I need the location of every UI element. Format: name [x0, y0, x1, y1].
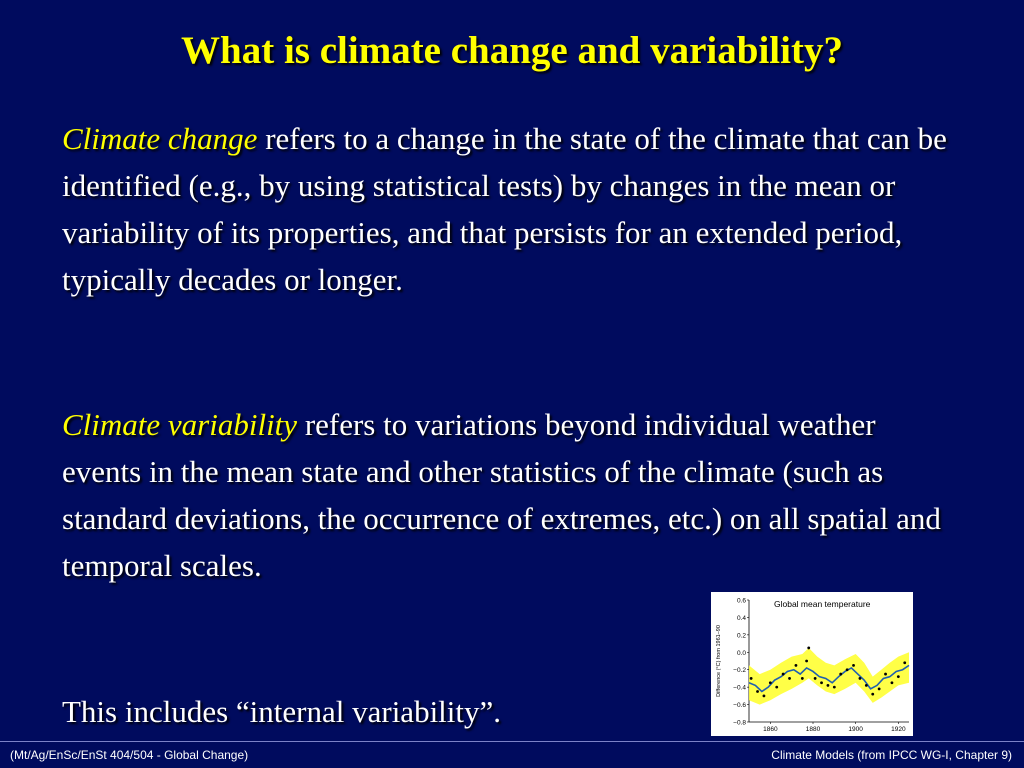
smoothed-series-line: [748, 664, 910, 693]
annual-data-point: [820, 681, 823, 685]
annual-data-point: [768, 681, 772, 685]
y-tick-label: 0.4: [737, 615, 746, 622]
annual-data-point: [756, 690, 759, 693]
annual-data-point: [858, 677, 862, 680]
internal-variability-note: This includes “internal variability”.: [62, 694, 502, 729]
y-axis-label: Difference (°C) from 1961–90: [716, 625, 722, 697]
annual-data-point: [749, 677, 753, 680]
annual-data-point: [775, 685, 779, 689]
annual-data-point: [903, 661, 907, 665]
annual-data-point: [890, 681, 894, 685]
annual-data-point: [794, 663, 798, 667]
chart-title: Global mean temperature: [774, 599, 871, 609]
x-tick-label: 1860: [763, 726, 778, 733]
chart-svg: 0.6 0.4 0.2 0.0 −0.2 −0.4 −0.6 −0.8 1860 1880 1900…: [716, 598, 910, 733]
annual-data-point: [832, 685, 836, 689]
annual-data-point: [805, 659, 808, 663]
annual-data-point: [781, 672, 785, 676]
footer-course: (Mt/Ag/EnSc/EnSt 404/504 - Global Change…: [10, 748, 249, 762]
annual-data-point: [800, 677, 804, 680]
annual-data-point: [845, 668, 849, 672]
x-tick-label: 1880: [806, 726, 821, 733]
annual-data-point: [839, 672, 843, 676]
y-tick-label: −0.8: [733, 720, 746, 727]
annual-data-point: [788, 677, 791, 680]
y-tick-label: 0.6: [737, 598, 746, 605]
climate-variability-term: Climate variability: [62, 407, 298, 442]
y-tick-label: −0.4: [733, 685, 746, 692]
annual-data-point: [877, 687, 881, 691]
x-tick-label: 1900: [848, 726, 863, 733]
footer-source: Climate Models (from IPCC WG-I, Chapter …: [771, 748, 1012, 762]
annual-data-point: [896, 675, 900, 679]
annual-data-point: [762, 694, 766, 698]
annual-data-point: [871, 692, 875, 696]
uncertainty-band: [749, 647, 909, 705]
global-mean-temperature-chart: 0.6 0.4 0.2 0.0 −0.2 −0.4 −0.6 −0.8 1860 1880 1900…: [711, 592, 913, 736]
x-tick-label: 1920: [891, 726, 906, 733]
annual-data-point: [826, 684, 830, 687]
annual-data-point: [807, 646, 811, 650]
climate-variability-paragraph: Climate variability refers to variations…: [62, 401, 962, 589]
slide-title: What is climate change and variability?: [181, 29, 843, 72]
climate-variability-definition: refers to variations beyond individual w…: [62, 407, 941, 583]
climate-change-term: Climate change: [62, 121, 258, 156]
annual-data-point: [884, 672, 887, 676]
climate-change-definition: refers to a change in the state of the c…: [62, 121, 947, 297]
footer-divider: [0, 741, 1024, 742]
climate-change-paragraph: Climate change refers to a change in the…: [62, 115, 962, 303]
annual-data-point: [813, 677, 817, 680]
y-tick-label: −0.6: [733, 702, 746, 709]
annual-data-point: [852, 663, 855, 667]
y-tick-label: −0.2: [733, 667, 746, 674]
y-tick-label: 0.2: [737, 632, 746, 639]
y-tick-label: 0.0: [737, 650, 746, 657]
annual-data-point: [864, 684, 868, 687]
